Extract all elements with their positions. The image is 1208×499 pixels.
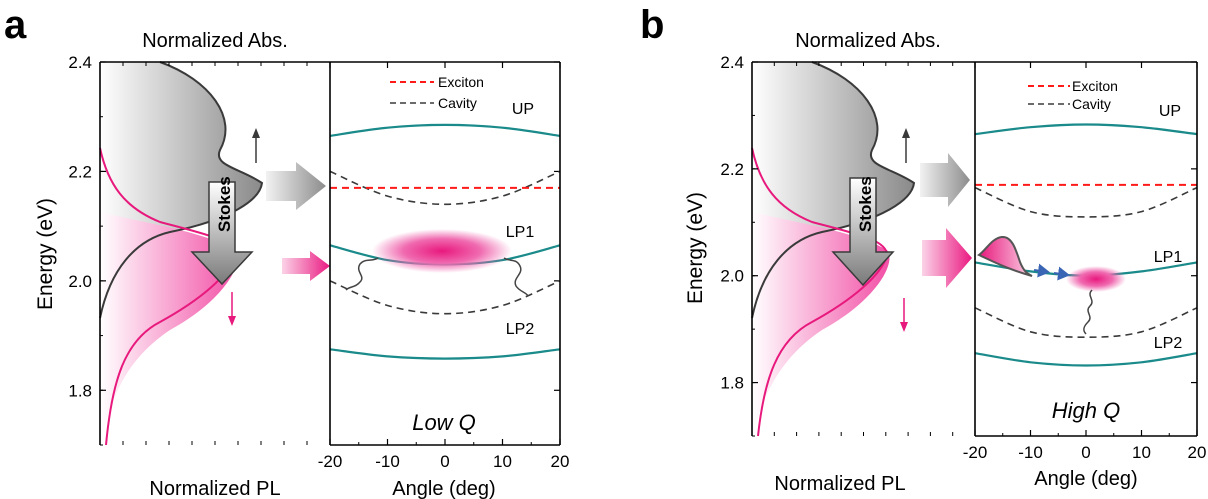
emission-blob <box>1066 266 1126 292</box>
polariton-up-curve <box>329 123 561 137</box>
y-ticks: 1.8 2.0 2.2 2.4 <box>68 53 560 446</box>
axes-frame <box>751 61 1198 437</box>
abs-curve <box>99 61 264 319</box>
x-tick-label: 0 <box>440 452 449 471</box>
panel-b: b Stokes Normalized Abs. Normalized PL E… <box>640 3 1206 495</box>
y-tick-label: 1.8 <box>68 381 92 400</box>
relaxation-lobe <box>977 236 1033 277</box>
pl-down-arrowhead <box>228 316 236 326</box>
x-tick-label: -10 <box>375 452 400 471</box>
y-tick-label: 2.0 <box>68 272 92 291</box>
spectra-panel: Stokes Normalized Abs. Normalized PL Ene… <box>34 30 560 499</box>
x-tick-label: -20 <box>963 443 988 462</box>
abs-fill <box>752 62 914 318</box>
emission-squiggle-left <box>345 257 379 291</box>
legend-exciton-label: Exciton <box>1072 78 1118 94</box>
legend-exciton-label: Exciton <box>438 74 484 90</box>
polariton-lp2-curve <box>974 352 1198 367</box>
stokes-label: Stokes <box>856 176 875 232</box>
quality-label: High Q <box>1052 398 1120 423</box>
lp2-label: LP2 <box>506 321 535 338</box>
abs-axis-title: Normalized Abs. <box>142 30 288 52</box>
stokes-label: Stokes <box>215 176 234 232</box>
cavity-mode-line <box>329 280 561 315</box>
x-tick-label: -20 <box>318 452 343 471</box>
abs-fill <box>100 62 262 318</box>
x-axis-label: Angle (deg) <box>392 478 495 499</box>
lp1-label: LP1 <box>1154 249 1183 266</box>
y-tick-label: 2.2 <box>68 162 92 181</box>
x-tick-label: 0 <box>1081 443 1090 462</box>
abs-up-arrowhead <box>252 128 260 138</box>
x-tick-label: 20 <box>1188 443 1207 462</box>
legend-cavity-label: Cavity <box>438 95 477 111</box>
legend-cavity-label: Cavity <box>1072 96 1111 112</box>
relaxation-arrow-2 <box>1053 266 1070 281</box>
x-tick-label: -10 <box>1018 443 1043 462</box>
x-ticks: -20 -10 0 10 20 <box>963 62 1207 462</box>
pl-fill <box>100 212 238 445</box>
emission-blob <box>372 229 512 273</box>
x-tick-label: 10 <box>1132 443 1151 462</box>
cavity-mode-line <box>974 307 1198 339</box>
dispersion-panel: Exciton Cavity UP LP1 LP2 High Q -20 -10 0… <box>963 62 1207 490</box>
abs-up-arrowhead <box>902 128 910 138</box>
y-tick-label: 1.8 <box>720 374 744 393</box>
spectra-panel: Stokes Normalized Abs. Normalized PL Ene… <box>684 30 1197 495</box>
up-label: UP <box>512 101 534 118</box>
x-axis-label: Angle (deg) <box>1034 468 1137 490</box>
y-axis-label: Energy (eV) <box>684 192 707 304</box>
dispersion-panel: Exciton Cavity UP LP1 LP2 Low Q -20 -10 0 1… <box>318 62 570 499</box>
cavity-mode-line <box>329 170 561 206</box>
cavity-modes <box>329 170 561 315</box>
pl-transfer-arrow <box>282 251 330 281</box>
y-tick-label: 2.4 <box>68 53 92 72</box>
legend: Exciton Cavity <box>390 74 484 111</box>
panel-letter: a <box>4 3 27 47</box>
lp1-label: LP1 <box>506 224 535 241</box>
abs-transfer-arrow <box>266 162 326 210</box>
cavity-modes <box>974 186 1198 339</box>
y-tick-label: 2.0 <box>720 267 744 286</box>
lp2-label: LP2 <box>1154 335 1183 352</box>
cavity-mode-line <box>974 186 1198 218</box>
stokes-arrow <box>831 177 895 287</box>
pl-axis-title: Normalized PL <box>149 478 280 499</box>
y-tick-label: 2.2 <box>720 160 744 179</box>
up-label: UP <box>1159 103 1181 120</box>
polariton-lp2-curve <box>329 348 561 360</box>
abs-curve <box>751 61 916 319</box>
panel-a: a Stokes Normalized Abs. Normalized PL E… <box>4 3 569 499</box>
pl-transfer-arrow <box>922 228 972 288</box>
y-axis-label: Energy (eV) <box>34 198 57 310</box>
polariton-up-curve <box>974 123 1198 136</box>
relaxation-arrow-1 <box>1033 263 1050 278</box>
axes-frame <box>99 61 561 446</box>
legend: Exciton Cavity <box>1028 78 1118 112</box>
x-tick-label: 10 <box>493 452 512 471</box>
pl-axis-title: Normalized PL <box>774 473 905 495</box>
quality-label: Low Q <box>412 410 476 435</box>
abs-transfer-arrow <box>920 153 970 207</box>
panel-letter: b <box>640 3 664 47</box>
x-ticks: -20 -10 0 10 20 <box>318 62 570 471</box>
pl-down-arrowhead <box>900 322 908 332</box>
emission-squiggle-right <box>503 257 529 297</box>
y-tick-label: 2.4 <box>720 53 744 72</box>
emission-squiggle <box>1083 289 1093 335</box>
abs-axis-title: Normalized Abs. <box>795 30 941 52</box>
x-tick-label: 20 <box>551 452 570 471</box>
stokes-arrow <box>190 181 254 286</box>
